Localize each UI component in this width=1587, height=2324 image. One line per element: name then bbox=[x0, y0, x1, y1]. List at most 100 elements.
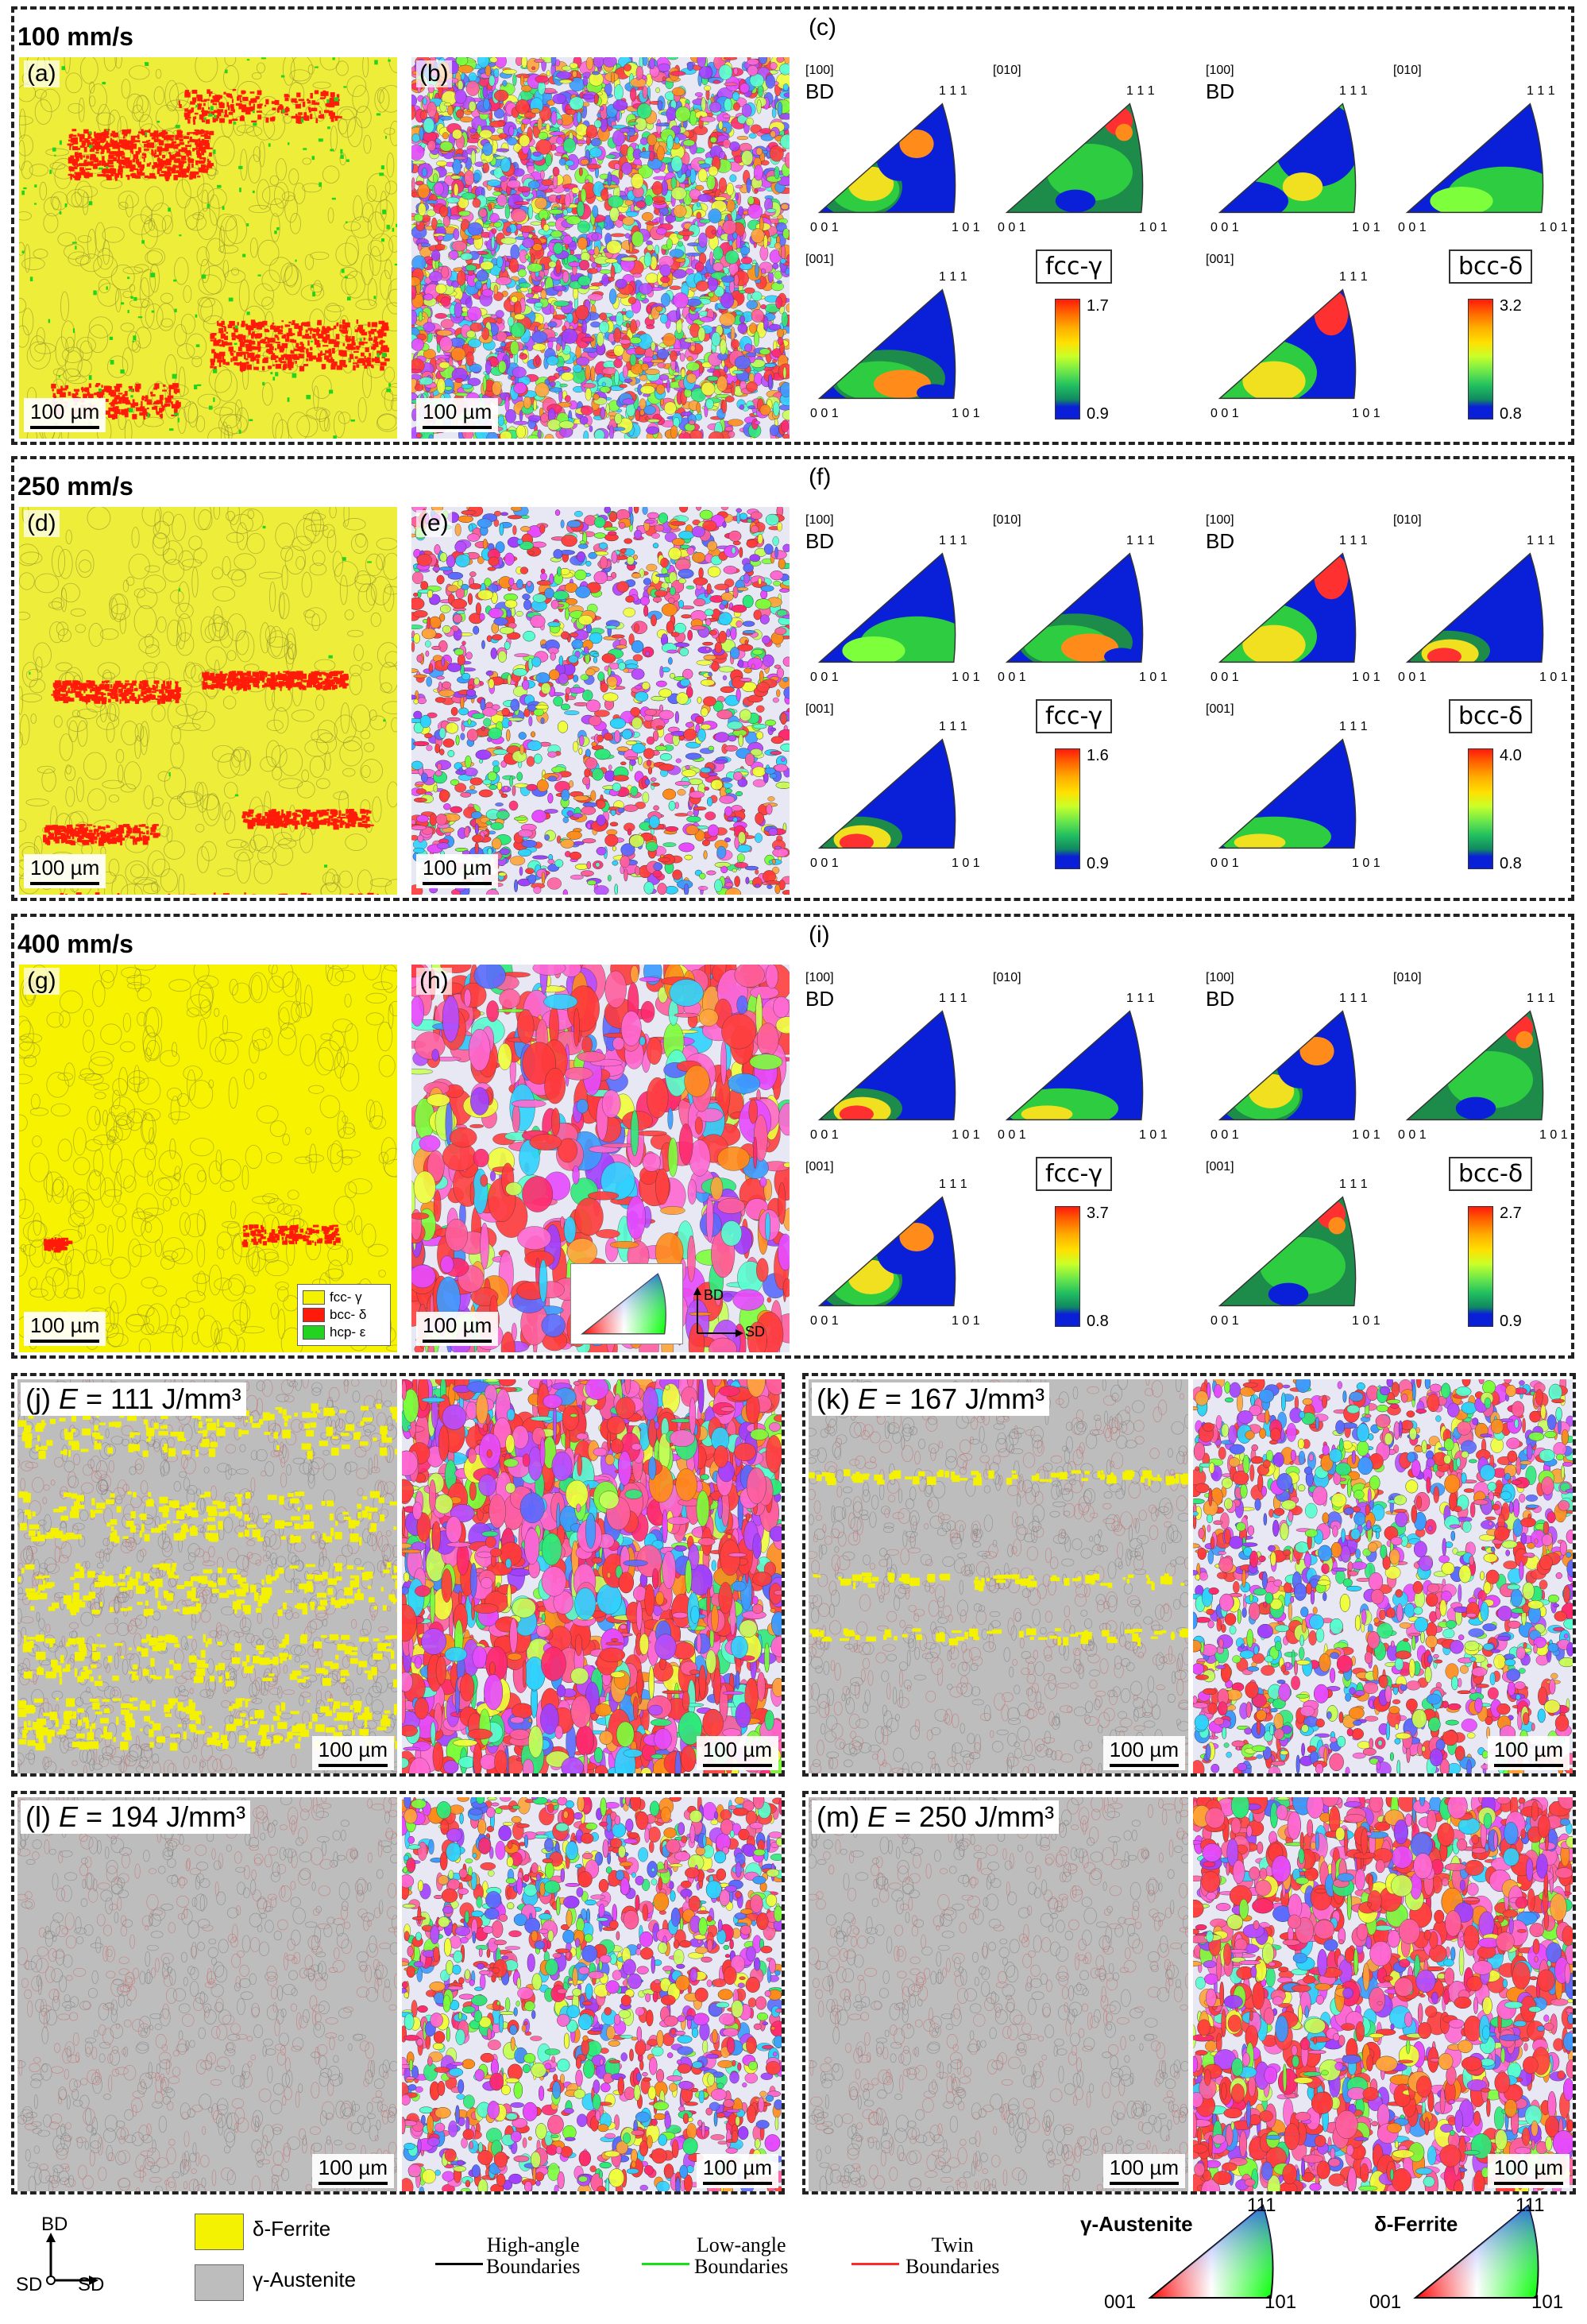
ipf-map: (e) 100 µm bbox=[411, 507, 790, 895]
scale-bar-line bbox=[423, 882, 492, 885]
scale-bar-text: 100 µm bbox=[30, 856, 99, 880]
ipf-corner-111: 1 1 1 bbox=[1126, 534, 1155, 548]
ipf-key-gamma-label: γ-Austenite bbox=[1080, 2213, 1193, 2235]
ipf-corner-111: 1 1 1 bbox=[1126, 992, 1155, 1006]
ipf-direction-label: [010] bbox=[1393, 971, 1422, 985]
ipf-map-label: (e) bbox=[416, 510, 452, 537]
inset-axes: BD SD bbox=[689, 1286, 785, 1341]
phase-map-label: (d) bbox=[24, 510, 60, 537]
ipf-corner-001: 0 0 1 bbox=[1211, 857, 1239, 871]
ipf-direction-label-001: [001] bbox=[1206, 1160, 1234, 1174]
phase-legend-fcc: fcc- γ bbox=[303, 1290, 385, 1305]
colorbar-max: 3.7 bbox=[1087, 1205, 1109, 1223]
pole-figure-label: (c) bbox=[805, 14, 840, 41]
ipf-triangle bbox=[1217, 734, 1360, 853]
ipf-corner-101: 1 0 1 bbox=[952, 1314, 980, 1328]
ipf-corner-101: 1 0 1 bbox=[1352, 1314, 1380, 1328]
legend-axis-arrows bbox=[46, 2233, 98, 2285]
phase-legend-hcp-text: hcp- ε bbox=[330, 1324, 365, 1340]
scale-bar-line bbox=[1493, 2182, 1563, 2185]
ipf-corner-101: 1 0 1 bbox=[1139, 671, 1168, 685]
ipf-corner-111: 1 1 1 bbox=[1339, 720, 1368, 734]
ipf-corner-101: 1 0 1 bbox=[1352, 857, 1380, 871]
ipf-corner-001: 0 0 1 bbox=[1398, 221, 1427, 235]
inverse-pole-figures: (i) [100] BD 1 1 1 0 0 1 1 0 1 [010] 1 1 1 0 0 1… bbox=[805, 922, 1571, 1354]
colorbar-min: 0.9 bbox=[1087, 405, 1109, 423]
scale-bar-text: 100 µm bbox=[1110, 1738, 1179, 1762]
scale-bar-line bbox=[702, 1764, 772, 1767]
colorbar bbox=[1468, 1206, 1493, 1327]
phase-legend: fcc- γ bcc- δ hcp- ε bbox=[297, 1284, 391, 1346]
ipf-map-label: (h) bbox=[416, 968, 452, 995]
scale-bar-line bbox=[702, 2182, 772, 2185]
colorbar-min: 0.8 bbox=[1500, 405, 1522, 423]
phase-legend-hcp: hcp- ε bbox=[303, 1324, 385, 1340]
ipf-bd-label: BD bbox=[805, 529, 834, 554]
colorbar-min: 0.8 bbox=[1087, 1313, 1109, 1331]
ipf-corner-111: 1 1 1 bbox=[1339, 270, 1368, 284]
energy-panel: (k) E = 167 J/mm³ 100 µm 100 µm bbox=[802, 1373, 1576, 1777]
phase-name-box: bcc-δ bbox=[1449, 1157, 1533, 1191]
ipf-corner-001: 0 0 1 bbox=[998, 1128, 1026, 1143]
energy-symbol: E bbox=[858, 1382, 877, 1415]
phase-legend-hcp-swatch bbox=[303, 1325, 325, 1340]
ipf-direction-label-001: [001] bbox=[805, 253, 834, 267]
scale-bar: 100 µm bbox=[1487, 2154, 1570, 2188]
ipf-triangle bbox=[817, 734, 960, 853]
energy-label-tag: (l) bbox=[25, 1800, 51, 1833]
scale-bar-text: 100 µm bbox=[30, 1313, 99, 1338]
high-angle-line bbox=[435, 2263, 483, 2265]
ipf-triangle bbox=[1004, 548, 1147, 667]
energy-label-tag: (m) bbox=[817, 1800, 859, 1833]
energy-label: (k) E = 167 J/mm³ bbox=[812, 1382, 1050, 1416]
colorbar bbox=[1468, 299, 1493, 420]
ipf-triangle bbox=[817, 1006, 960, 1125]
scale-bar: 100 µm bbox=[696, 2154, 778, 2188]
ipf-direction-label: [100] bbox=[1206, 513, 1234, 528]
ipf-direction-label: [010] bbox=[993, 971, 1021, 985]
ipf-direction-label-001: [001] bbox=[1206, 253, 1234, 267]
row-panel-2: 250 mm/s (d) 100 µm (e) 100 µm (f) [100] BD 1 1 … bbox=[11, 456, 1574, 901]
low-angle-label: Low-angle Boundaries bbox=[694, 2234, 788, 2278]
ipf-corner-001: 0 0 1 bbox=[998, 671, 1026, 685]
scale-bar: 100 µm bbox=[696, 1736, 778, 1770]
ipf-triangle bbox=[1217, 99, 1360, 218]
scale-bar: 100 µm bbox=[24, 1312, 106, 1346]
ipf-bd-label: BD bbox=[805, 987, 834, 1011]
colorbar-max: 1.7 bbox=[1087, 297, 1109, 315]
scale-bar-line bbox=[423, 426, 492, 429]
scale-bar-line bbox=[30, 882, 100, 885]
energy-panel: (m) E = 250 J/mm³ 100 µm 100 µm bbox=[802, 1791, 1576, 2194]
scale-bar-line bbox=[30, 426, 100, 429]
ipf-corner-101: 1 0 1 bbox=[1539, 1128, 1568, 1143]
phase-legend-fcc-swatch bbox=[303, 1290, 325, 1305]
colorbar-max: 1.6 bbox=[1087, 747, 1109, 765]
colorbar-min: 0.9 bbox=[1500, 1313, 1522, 1331]
ipf-corner-001: 0 0 1 bbox=[810, 1128, 839, 1143]
phase-name-box: bcc-δ bbox=[1449, 699, 1533, 733]
scale-bar-text: 100 µm bbox=[1494, 1738, 1563, 1762]
ipf-corner-001: 0 0 1 bbox=[810, 671, 839, 685]
ipf-corner-111: 1 1 1 bbox=[939, 270, 967, 284]
ipf-map: 100 µm bbox=[1193, 1379, 1573, 1773]
scale-bar: 100 µm bbox=[24, 398, 106, 432]
phase-legend-bcc-text: bcc- δ bbox=[330, 1307, 366, 1323]
gamma-delta-phase-map: (j) E = 111 J/mm³ 100 µm bbox=[17, 1379, 397, 1773]
scale-bar-line bbox=[1109, 2182, 1179, 2185]
energy-value: = 194 J/mm³ bbox=[78, 1800, 245, 1833]
ipf-corner-101: 1 0 1 bbox=[1139, 1128, 1168, 1143]
colorbar-max: 3.2 bbox=[1500, 297, 1522, 315]
ipf-direction-label: [010] bbox=[993, 64, 1021, 78]
twin-label: Twin Boundaries bbox=[905, 2234, 999, 2278]
colorbar-min: 0.8 bbox=[1500, 855, 1522, 873]
scale-bar-line bbox=[30, 1340, 100, 1343]
row-title: 400 mm/s bbox=[17, 930, 133, 959]
ipf-corner-001: 0 0 1 bbox=[810, 407, 839, 421]
ipf-corner-111: 1 1 1 bbox=[1339, 1177, 1368, 1192]
energy-value: = 167 J/mm³ bbox=[877, 1382, 1044, 1415]
phase-legend-bcc-swatch bbox=[303, 1308, 325, 1322]
ipf-triangle bbox=[1404, 548, 1547, 667]
ipf-corner-001: 0 0 1 bbox=[1211, 1128, 1239, 1143]
